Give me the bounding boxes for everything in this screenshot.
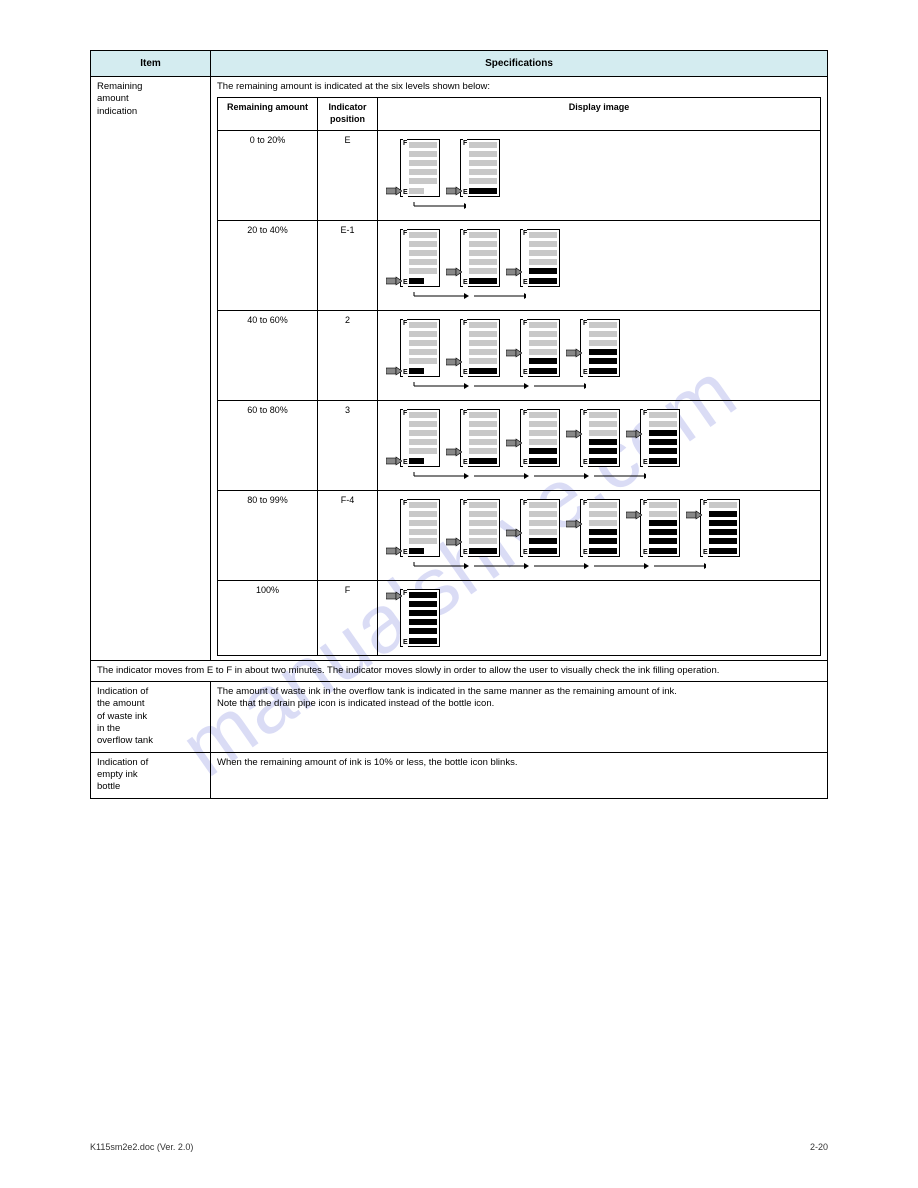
footer-left: K115sm2e2.doc (Ver. 2.0) xyxy=(90,1142,193,1152)
row-empty-text: When the remaining amount of ink is 10% … xyxy=(211,752,828,798)
cell-display: FEFEFE xyxy=(378,220,821,310)
gauge-icon: FE xyxy=(386,589,442,647)
cell-position: E xyxy=(318,130,378,220)
row-remaining-label: Remaining amount indication xyxy=(91,77,211,661)
inner-row: 60 to 80%3FEFEFEFEFE xyxy=(218,400,821,490)
table-header-row: Item Specifications xyxy=(91,51,828,77)
arrow-sequence-icon xyxy=(406,290,526,302)
row-move: The indicator moves from E to F in about… xyxy=(91,660,828,681)
inner-row: 80 to 99%F-4FEFEFEFEFEFE xyxy=(218,490,821,580)
row-remaining-intro: The remaining amount is indicated at the… xyxy=(217,81,821,93)
inner-h-img: Display image xyxy=(378,98,821,130)
gauge-icon: FE xyxy=(446,229,502,287)
gauge-icon: FE xyxy=(386,229,442,287)
row-overflow-text: The amount of waste ink in the overflow … xyxy=(211,682,828,753)
gauge-icon: FE xyxy=(626,499,682,557)
cell-position: 3 xyxy=(318,400,378,490)
cell-position: 2 xyxy=(318,310,378,400)
cell-position: E-1 xyxy=(318,220,378,310)
inner-row: 100%FFE xyxy=(218,580,821,655)
gauge-icon: FE xyxy=(386,319,442,377)
page-content: Item Specifications Remaining amount ind… xyxy=(90,50,828,799)
cell-amount: 80 to 99% xyxy=(218,490,318,580)
inner-row: 20 to 40%E-1FEFEFE xyxy=(218,220,821,310)
gauge-icon: FE xyxy=(446,139,502,197)
row-empty-label: Indication of empty ink bottle xyxy=(91,752,211,798)
gauge-icon: FE xyxy=(506,409,562,467)
gauge-icon: FE xyxy=(386,139,442,197)
row-overflow-label: Indication of the amount of waste ink in… xyxy=(91,682,211,753)
arrow-sequence-icon xyxy=(406,560,706,572)
arrow-sequence-icon xyxy=(406,380,586,392)
cell-position: F xyxy=(318,580,378,655)
gauge-icon: FE xyxy=(566,409,622,467)
cell-amount: 40 to 60% xyxy=(218,310,318,400)
gauge-icon: FE xyxy=(506,319,562,377)
row-empty: Indication of empty ink bottle When the … xyxy=(91,752,828,798)
inner-row: 0 to 20%EFEFE xyxy=(218,130,821,220)
gauge-icon: FE xyxy=(686,499,742,557)
spec-table: Item Specifications Remaining amount ind… xyxy=(90,50,828,799)
inner-h-amount: Remaining amount xyxy=(218,98,318,130)
gauge-icon: FE xyxy=(626,409,682,467)
arrow-sequence-icon xyxy=(406,470,646,482)
gauge-icon: FE xyxy=(386,409,442,467)
gauge-icon: FE xyxy=(446,409,502,467)
gauge-icon: FE xyxy=(506,499,562,557)
cell-display: FEFEFEFE xyxy=(378,310,821,400)
page-footer: K115sm2e2.doc (Ver. 2.0) 2-20 xyxy=(90,1142,828,1152)
cell-position: F-4 xyxy=(318,490,378,580)
cell-display: FE xyxy=(378,580,821,655)
cell-amount: 100% xyxy=(218,580,318,655)
cell-display: FEFEFEFEFE xyxy=(378,400,821,490)
gauge-icon: FE xyxy=(566,499,622,557)
cell-display: FEFEFEFEFEFE xyxy=(378,490,821,580)
cell-amount: 60 to 80% xyxy=(218,400,318,490)
gauge-icon: FE xyxy=(386,499,442,557)
inner-h-pos: Indicator position xyxy=(318,98,378,130)
cell-amount: 0 to 20% xyxy=(218,130,318,220)
row-move-text: The indicator moves from E to F in about… xyxy=(91,660,828,681)
row-remaining-content: The remaining amount is indicated at the… xyxy=(211,77,828,661)
inner-row: 40 to 60%2FEFEFEFE xyxy=(218,310,821,400)
footer-right: 2-20 xyxy=(810,1142,828,1152)
gauge-icon: FE xyxy=(506,229,562,287)
header-item: Item xyxy=(91,51,211,77)
inner-table: Remaining amount Indicator position Disp… xyxy=(217,97,821,655)
gauge-icon: FE xyxy=(566,319,622,377)
header-spec: Specifications xyxy=(211,51,828,77)
gauge-icon: FE xyxy=(446,499,502,557)
row-remaining: Remaining amount indication The remainin… xyxy=(91,77,828,661)
gauge-icon: FE xyxy=(446,319,502,377)
arrow-sequence-icon xyxy=(406,200,466,212)
inner-header-row: Remaining amount Indicator position Disp… xyxy=(218,98,821,130)
cell-display: FEFE xyxy=(378,130,821,220)
cell-amount: 20 to 40% xyxy=(218,220,318,310)
row-overflow: Indication of the amount of waste ink in… xyxy=(91,682,828,753)
